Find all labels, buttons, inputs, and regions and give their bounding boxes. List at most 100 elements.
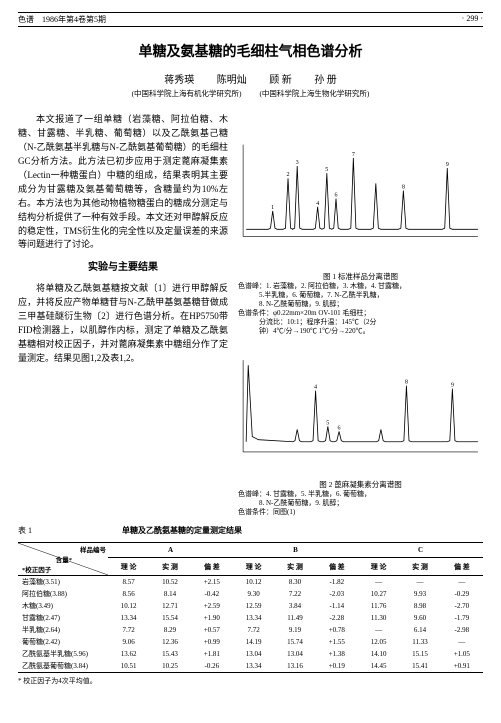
data-cell: -0.26	[191, 660, 233, 673]
data-cell: 15.74	[274, 636, 315, 648]
data-cell: —	[358, 624, 399, 636]
table-row: 木糖(3.49)10.1212.71+2.5912.593.84-1.1411.…	[18, 600, 483, 612]
affiliation: (中国科学院上海有机化学研究所)	[132, 89, 242, 98]
data-cell: —	[441, 576, 483, 589]
fig1-caption-line: 8. N-乙酰葡萄糖，9. 肌醇；	[238, 300, 483, 309]
table-row: 葡萄糖(2.42)9.0612.36+0.9914.1915.74+1.5512…	[18, 636, 483, 648]
subcol: 偏 差	[441, 558, 483, 576]
data-cell: 13.34	[233, 660, 274, 673]
row-name: 半乳糖(2.64)	[18, 624, 108, 636]
chromatogram-trace	[246, 158, 478, 229]
data-cell: 12.36	[149, 636, 190, 648]
data-cell: -2.03	[316, 588, 358, 600]
data-cell: 14.10	[358, 648, 399, 660]
journal-issue: 色谱 1986年第4卷第5期	[18, 14, 106, 25]
subcol: 理 论	[233, 558, 274, 576]
peak-label: 5	[326, 421, 329, 427]
author: 孙 册	[314, 75, 337, 86]
data-cell: 13.34	[108, 612, 149, 624]
data-cell: +2.59	[191, 600, 233, 612]
data-cell: 15.43	[149, 648, 190, 660]
fig2-caption-line: 8. N-乙酰葡萄糖，9. 肌醇；	[238, 499, 483, 508]
author: 顾 新	[269, 75, 292, 86]
row-name: 阿拉伯糖(3.88)	[18, 588, 108, 600]
author: 蒋秀瑛	[164, 75, 194, 86]
data-cell: 13.62	[108, 648, 149, 660]
fig1-caption-line: 钟）4℃/分→190℃ 1℃/分→220℃。	[238, 327, 483, 336]
data-cell: 11.30	[358, 612, 399, 624]
figure-1-title: 图 1 标准样品分离谱图	[238, 272, 483, 282]
data-cell: 15.41	[399, 660, 440, 673]
peak-label: 6	[338, 426, 341, 432]
data-cell: +1.38	[316, 648, 358, 660]
author-list: 蒋秀瑛 陈明灿 顾 新 孙 册	[18, 71, 483, 86]
data-cell: -2.98	[441, 624, 483, 636]
row-name: 甘露糖(2.47)	[18, 612, 108, 624]
data-cell: 8.30	[274, 576, 315, 589]
data-cell: 9.93	[399, 588, 440, 600]
peak-label: 3	[296, 160, 299, 166]
section-heading: 实验与主要结果	[18, 260, 228, 276]
data-cell: 9.19	[274, 624, 315, 636]
abstract-paragraph: 本文报道了一组单糖（岩藻糖、阿拉伯糖、木糖、甘露糖、半乳糖、葡萄糖）以及乙酰氨基…	[18, 113, 228, 252]
data-cell: 10.12	[108, 600, 149, 612]
col-group-b: B	[233, 543, 358, 558]
row-name: 乙酰氨基葡萄糖(3.84)	[18, 660, 108, 673]
data-cell: 3.84	[274, 600, 315, 612]
data-cell: -2.70	[441, 600, 483, 612]
peak-label: 8	[405, 380, 408, 386]
table-1-block: 表 1 单糖及乙酰氨基糖的定量测定结果 样品编号 含量* *校正因子 A B C…	[18, 517, 483, 686]
figure-2-title: 图 2 蓖麻凝集素分离谱图	[238, 480, 483, 490]
data-cell: -0.29	[441, 588, 483, 600]
data-cell: -2.28	[316, 612, 358, 624]
data-cell: 7.22	[274, 588, 315, 600]
data-cell: 8.29	[149, 624, 190, 636]
data-cell: 13.34	[233, 612, 274, 624]
data-cell: 10.52	[149, 576, 190, 589]
data-cell: 8.14	[149, 588, 190, 600]
data-cell: 15.15	[399, 648, 440, 660]
table-row: 半乳糖(2.64)7.728.29+0.577.729.19+0.78—6.14…	[18, 624, 483, 636]
table-row: 甘露糖(2.47)13.3415.54+1.9013.3411.49-2.281…	[18, 612, 483, 624]
row-name: 木糖(3.49)	[18, 600, 108, 612]
data-cell: -1.14	[316, 600, 358, 612]
data-cell: 14.19	[233, 636, 274, 648]
row-name: 葡萄糖(2.42)	[18, 636, 108, 648]
data-cell: +1.90	[191, 612, 233, 624]
data-cell: 15.54	[149, 612, 190, 624]
data-cell: 7.72	[108, 624, 149, 636]
data-cell: 6.14	[399, 624, 440, 636]
data-cell: 11.33	[399, 636, 440, 648]
data-cell: 13.04	[274, 648, 315, 660]
figure-1-chromatogram: 123456789	[238, 113, 483, 268]
data-cell: 10.27	[358, 588, 399, 600]
table-row: 阿拉伯糖(3.88)8.568.14-0.429.307.22-2.0310.2…	[18, 588, 483, 600]
data-cell: 8.57	[108, 576, 149, 589]
figure-2-caption: 图 2 蓖麻凝集素分离谱图 色谱峰：4. 甘露糖，5. 半乳糖，6. 葡萄糖， …	[238, 480, 483, 517]
data-cell: -1.82	[316, 576, 358, 589]
chromatogram-trace	[246, 365, 478, 442]
data-cell: 10.25	[149, 660, 190, 673]
data-cell: —	[441, 636, 483, 648]
data-cell: +0.91	[441, 660, 483, 673]
data-cell: +0.19	[316, 660, 358, 673]
right-column: 123456789 图 1 标准样品分离谱图 色谱峰：1. 岩藻糖，2. 阿拉伯…	[238, 113, 483, 517]
peak-label: 1	[271, 205, 274, 211]
data-cell: 12.05	[358, 636, 399, 648]
peak-label: 8	[402, 184, 405, 190]
data-cell: +0.99	[191, 636, 233, 648]
data-cell: +1.55	[316, 636, 358, 648]
table-row: 岩藻糖(3.51)8.5710.52+2.1510.128.30-1.82———	[18, 576, 483, 589]
data-cell: 8.98	[399, 600, 440, 612]
subcol: 实 测	[149, 558, 190, 576]
peak-label: 9	[451, 383, 454, 389]
article-title: 单糖及氨基糖的毛细柱气相色谱分析	[18, 41, 483, 61]
data-cell: 9.06	[108, 636, 149, 648]
affiliations: (中国科学院上海有机化学研究所) (中国科学院上海生物化学研究所)	[18, 88, 483, 99]
data-cell: 12.59	[233, 600, 274, 612]
method-paragraph: 将单糖及乙酰氨基糖按文献〔1〕进行甲醇解反应，并将反应产物单糖苷与N-乙酰甲基氨…	[18, 282, 228, 366]
page-number: · 299 ·	[462, 14, 483, 25]
subcol: 理 论	[358, 558, 399, 576]
data-cell: 9.60	[399, 612, 440, 624]
data-cell: 12.71	[149, 600, 190, 612]
